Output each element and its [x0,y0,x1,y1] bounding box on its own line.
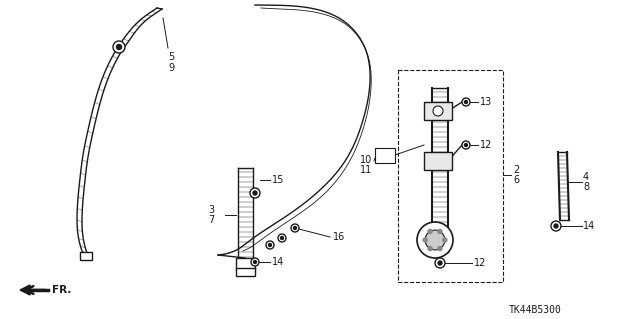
Circle shape [291,224,299,232]
Text: 10
11: 10 11 [360,155,372,175]
Text: 3
7: 3 7 [208,204,214,226]
Text: 2
6: 2 6 [513,165,519,185]
Circle shape [438,261,442,265]
Circle shape [417,222,453,258]
Text: 16: 16 [333,232,345,242]
Circle shape [428,247,432,250]
Text: 12: 12 [474,258,486,268]
Polygon shape [20,285,30,295]
Circle shape [116,44,122,49]
Circle shape [250,188,260,198]
Circle shape [251,258,259,266]
Text: 5
9: 5 9 [168,52,174,73]
Circle shape [269,243,271,247]
Circle shape [443,238,447,242]
Circle shape [462,98,470,106]
Text: 13: 13 [480,97,492,107]
Circle shape [462,141,470,149]
Circle shape [253,191,257,195]
Circle shape [428,229,432,234]
Text: 14: 14 [272,257,284,267]
Circle shape [423,238,427,242]
Circle shape [425,230,445,250]
Bar [424,152,452,170]
Text: 12: 12 [480,140,492,150]
Circle shape [266,241,274,249]
Bar [398,70,503,282]
Bar [236,258,255,270]
Circle shape [280,236,284,240]
Circle shape [294,226,296,229]
Circle shape [435,258,445,268]
Circle shape [438,247,442,250]
Circle shape [438,229,442,234]
Circle shape [465,100,467,103]
Bar [80,252,92,260]
Text: FR.: FR. [52,285,72,295]
Circle shape [433,106,443,116]
Circle shape [113,41,125,53]
Bar [375,148,395,163]
Text: 14: 14 [583,221,595,231]
Circle shape [253,261,257,263]
Circle shape [278,234,286,242]
Bar [424,102,452,120]
Bar [236,268,255,276]
Circle shape [551,221,561,231]
Circle shape [465,144,467,146]
Text: 4
8: 4 8 [583,172,589,192]
Text: 15: 15 [272,175,284,185]
Text: TK44B5300: TK44B5300 [509,305,561,315]
Circle shape [554,224,558,228]
Text: 1: 1 [377,154,383,164]
